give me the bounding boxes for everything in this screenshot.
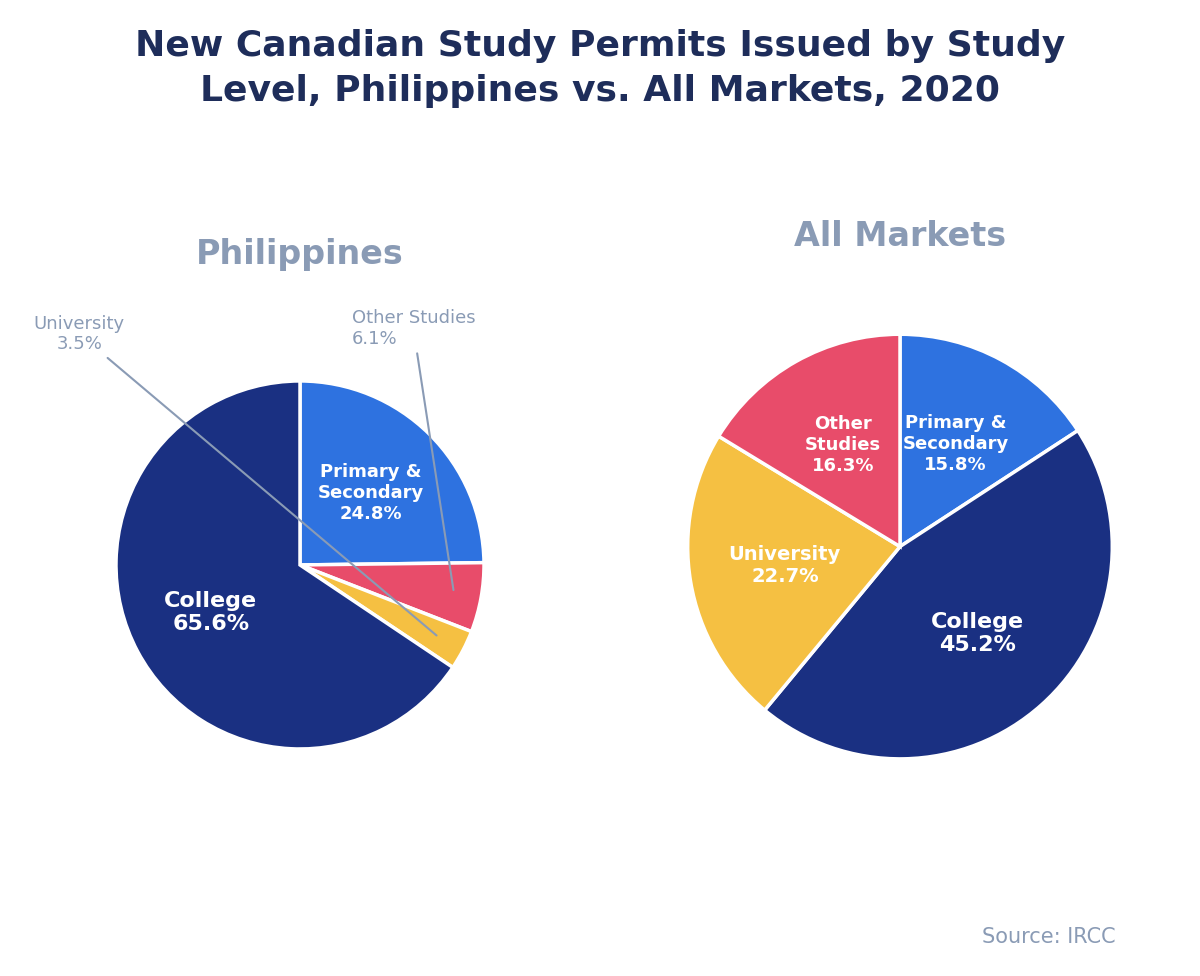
Title: All Markets: All Markets <box>794 220 1006 253</box>
Text: Other
Studies
16.3%: Other Studies 16.3% <box>805 415 881 474</box>
Wedge shape <box>719 334 900 547</box>
Text: Other Studies
6.1%: Other Studies 6.1% <box>352 309 475 590</box>
Text: College
45.2%: College 45.2% <box>931 612 1025 655</box>
Text: New Canadian Study Permits Issued by Study
Level, Philippines vs. All Markets, 2: New Canadian Study Permits Issued by Stu… <box>134 29 1066 108</box>
Wedge shape <box>300 565 472 668</box>
Wedge shape <box>300 381 484 565</box>
Text: Primary &
Secondary
24.8%: Primary & Secondary 24.8% <box>318 464 425 523</box>
Text: Primary &
Secondary
15.8%: Primary & Secondary 15.8% <box>902 414 1009 473</box>
Wedge shape <box>116 381 452 749</box>
Wedge shape <box>764 430 1112 759</box>
Text: College
65.6%: College 65.6% <box>164 591 257 634</box>
Text: Source: IRCC: Source: IRCC <box>983 927 1116 947</box>
Wedge shape <box>688 436 900 711</box>
Wedge shape <box>900 334 1078 547</box>
Wedge shape <box>300 562 484 631</box>
Title: Philippines: Philippines <box>196 238 404 271</box>
Text: University
22.7%: University 22.7% <box>728 546 841 587</box>
Text: University
3.5%: University 3.5% <box>34 314 437 635</box>
